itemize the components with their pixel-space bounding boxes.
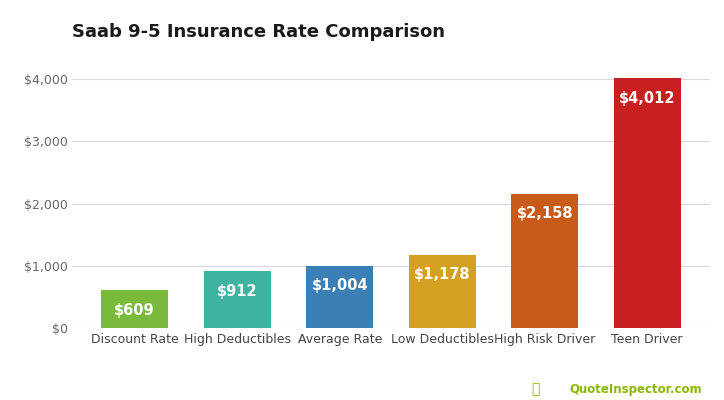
Text: Saab 9-5 Insurance Rate Comparison: Saab 9-5 Insurance Rate Comparison bbox=[72, 23, 445, 41]
Text: $1,004: $1,004 bbox=[311, 278, 368, 293]
Bar bbox=[101, 290, 168, 328]
Text: $4,012: $4,012 bbox=[619, 91, 675, 106]
Text: $2,158: $2,158 bbox=[516, 206, 573, 221]
Bar bbox=[306, 266, 373, 328]
Bar bbox=[511, 194, 578, 328]
Text: QuoteInspector.com: QuoteInspector.com bbox=[570, 383, 702, 396]
Bar bbox=[204, 271, 271, 328]
Bar bbox=[614, 78, 681, 328]
Text: $1,178: $1,178 bbox=[414, 267, 471, 282]
Text: Ⓢ: Ⓢ bbox=[531, 382, 539, 396]
Bar bbox=[409, 255, 476, 328]
Text: $609: $609 bbox=[114, 303, 155, 318]
Text: $912: $912 bbox=[217, 284, 258, 299]
